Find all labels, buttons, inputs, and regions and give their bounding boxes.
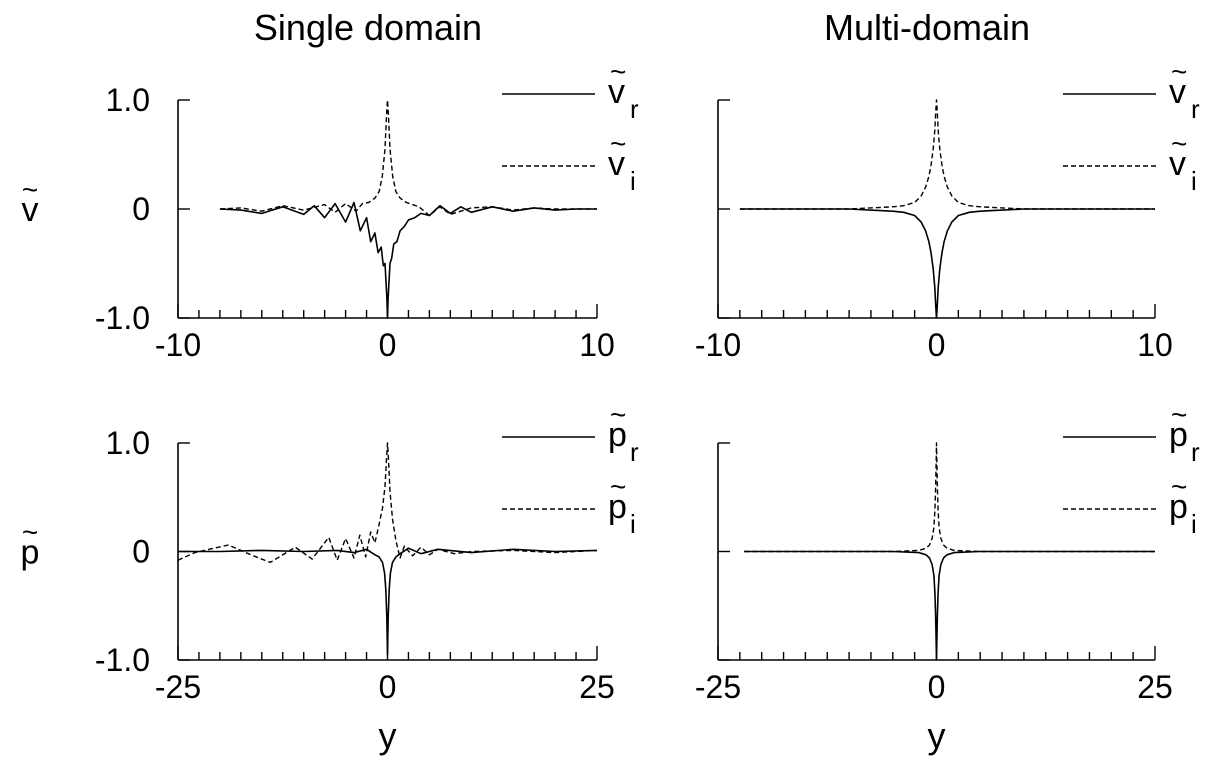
panel-v-single-domain: -10 0 10-1.001.0v~v~rv~i	[22, 56, 640, 363]
tilde-accent-icon: ~	[1171, 128, 1187, 159]
legend-entry-subscript: r	[630, 94, 639, 124]
legend-entry-subscript: i	[630, 509, 636, 539]
tilde-accent-icon: ~	[1171, 399, 1187, 430]
tilde-accent-icon: ~	[610, 399, 626, 430]
series-line-v-r	[220, 203, 597, 319]
x-tick-label: 0	[928, 669, 946, 705]
y-tick-label: -1.0	[95, 300, 150, 336]
y-tick-label: 0	[132, 534, 150, 570]
y-tick-label: 1.0	[106, 82, 150, 118]
series-line-p-r	[178, 548, 597, 654]
panel-p-single-domain: -25 0 25-1.001.0p~yp~rp~i	[21, 399, 639, 756]
x-tick-label: -25	[155, 669, 201, 705]
legend-entry-subscript: i	[630, 166, 636, 196]
legend-entry-subscript: i	[1191, 509, 1197, 539]
x-tick-label: -10	[695, 327, 741, 363]
panel-v-multi-domain: -10 0 10v~rv~i	[695, 56, 1200, 363]
tilde-accent-icon: ~	[1171, 56, 1187, 87]
x-tick-label: -25	[695, 669, 741, 705]
tilde-accent-icon: ~	[22, 174, 38, 205]
x-tick-label: 10	[579, 327, 615, 363]
x-tick-label: 0	[928, 327, 946, 363]
y-tick-label: -1.0	[95, 642, 150, 678]
x-tick-label: 0	[379, 669, 397, 705]
x-axis-label: y	[928, 715, 946, 756]
x-tick-label: -10	[155, 327, 201, 363]
x-tick-label: 0	[379, 327, 397, 363]
legend-entry-subscript: r	[630, 437, 639, 467]
series-line-v-r	[740, 209, 1155, 318]
y-tick-label: 1.0	[106, 425, 150, 461]
x-tick-label: 25	[1137, 669, 1173, 705]
series-line-p-i	[178, 443, 597, 562]
x-axis-label: y	[379, 715, 397, 756]
x-tick-label: 10	[1137, 327, 1173, 363]
tilde-accent-icon: ~	[610, 56, 626, 87]
series-line-v-i	[220, 100, 597, 216]
x-tick-label: 25	[579, 669, 615, 705]
column-title-single-domain: Single domain	[254, 7, 482, 48]
legend-entry-subscript: r	[1191, 437, 1200, 467]
column-title-multi-domain: Multi-domain	[824, 7, 1030, 48]
series-line-p-r	[744, 552, 1155, 661]
legend-entry-subscript: r	[1191, 94, 1200, 124]
tilde-accent-icon: ~	[610, 471, 626, 502]
tilde-accent-icon: ~	[610, 128, 626, 159]
series-line-p-i	[744, 443, 1155, 552]
tilde-accent-icon: ~	[1171, 471, 1187, 502]
series-line-v-i	[740, 100, 1155, 209]
legend-entry-subscript: i	[1191, 166, 1197, 196]
tilde-accent-icon: ~	[22, 517, 38, 548]
y-tick-label: 0	[132, 191, 150, 227]
